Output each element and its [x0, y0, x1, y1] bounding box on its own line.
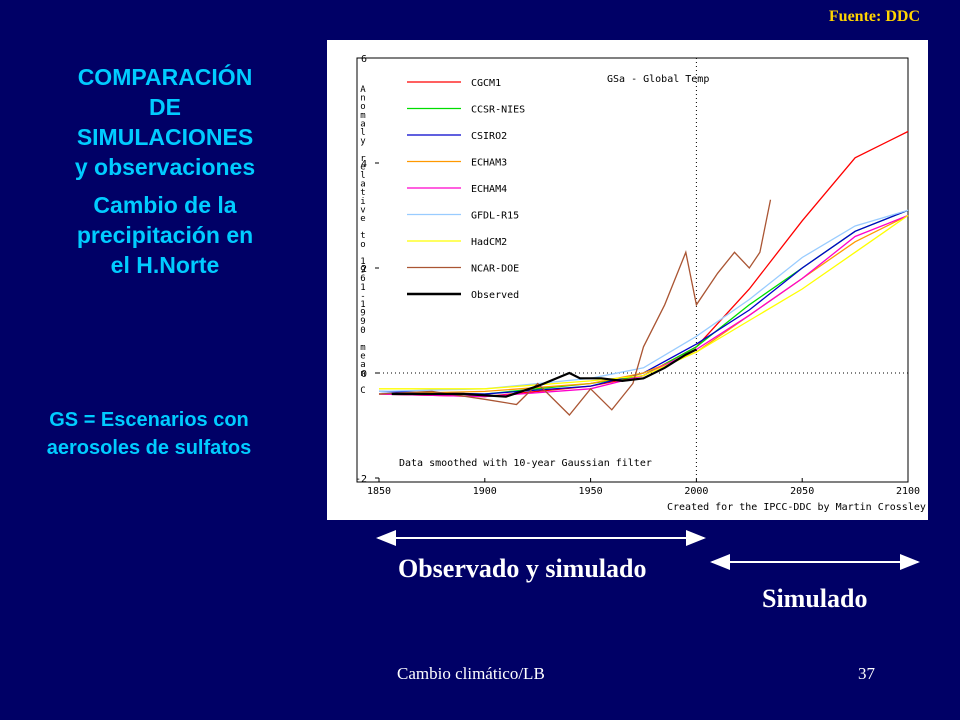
x-tick-label: 1950	[579, 486, 603, 497]
gs-line: aerosoles de sulfatos	[46, 437, 252, 459]
footer-text: Cambio climático/LB	[397, 664, 545, 683]
simulated-label: Simulado	[762, 584, 868, 613]
y-tick-label: 6	[361, 54, 367, 65]
x-tick-label: 1900	[473, 486, 497, 497]
subtitle-line: precipitación en	[76, 222, 254, 248]
plot-frame	[356, 57, 909, 483]
x-tick-label: 2050	[790, 486, 814, 497]
legend-label: HadCM2	[471, 237, 507, 248]
title-line: DE	[149, 94, 181, 120]
page-number: 37	[858, 664, 875, 683]
observed-simulated-label: Observado y simulado	[398, 554, 647, 583]
y-tick-label: -2	[355, 474, 367, 485]
y-tick-label: 2	[361, 264, 367, 275]
legend-label: NCAR-DOE	[471, 264, 519, 275]
x-tick-label: 2000	[684, 486, 708, 497]
gs-definition: GS = Escenarios con aerosoles de sulfato…	[0, 406, 298, 462]
axis-ticks: 1850 1900 1950 2000 2050 2100 -2 0 2 4 6	[355, 54, 920, 497]
source-credit: Fuente: DDC	[828, 8, 920, 25]
legend-label: CGCM1	[471, 78, 501, 89]
temperature-chart: 1850 1900 1950 2000 2050 2100 -2 0 2 4 6 CGCM1 CCSR…	[355, 54, 926, 513]
legend-label: CCSR-NIES	[471, 105, 525, 116]
chart-panel: 1850 1900 1950 2000 2050 2100 -2 0 2 4 6 CGCM1 CCSR…	[327, 40, 928, 520]
series-line-echam4	[378, 214, 909, 398]
y-tick-label: 0	[361, 369, 367, 380]
smoothing-note: Data smoothed with 10-year Gaussian filt…	[399, 458, 652, 469]
legend: CGCM1 CCSR-NIES CSIRO2 ECHAM3 ECHAM4 GFDL-R15…	[407, 78, 525, 301]
series-line-ncar-doe	[378, 199, 772, 416]
series-line-cgcm1	[378, 130, 909, 398]
subtitle-line: Cambio de la	[93, 192, 237, 218]
legend-label: CSIRO2	[471, 131, 507, 142]
slide-title: COMPARACIÓN DE SIMULACIONES y observacio…	[20, 62, 310, 280]
legend-label: ECHAM4	[471, 184, 507, 195]
series-line-hadcm2	[379, 214, 909, 390]
series-line-csiro2	[378, 209, 909, 395]
y-tick-label: 4	[361, 159, 367, 170]
title-line: SIMULACIONES	[76, 124, 254, 150]
title-line: COMPARACIÓN	[77, 64, 253, 90]
gs-line: GS = Escenarios con	[49, 409, 249, 431]
x-tick-label: 2100	[896, 486, 920, 497]
chart-credit: Created for the IPCC-DDC by Martin Cross…	[667, 502, 926, 513]
x-tick-label: 1850	[367, 486, 391, 497]
title-line: y observaciones	[74, 154, 256, 180]
series-line-observed	[391, 348, 697, 398]
series-line-gfdl-r15	[378, 209, 909, 393]
series-lines	[378, 130, 909, 416]
legend-label: GFDL-R15	[471, 211, 519, 222]
legend-label: ECHAM3	[471, 158, 507, 169]
series-line-ccsr-nies	[379, 209, 909, 395]
chart-title: GSa - Global Temp	[607, 74, 709, 85]
legend-label: Observed	[471, 290, 519, 301]
subtitle-line: el H.Norte	[110, 252, 220, 278]
